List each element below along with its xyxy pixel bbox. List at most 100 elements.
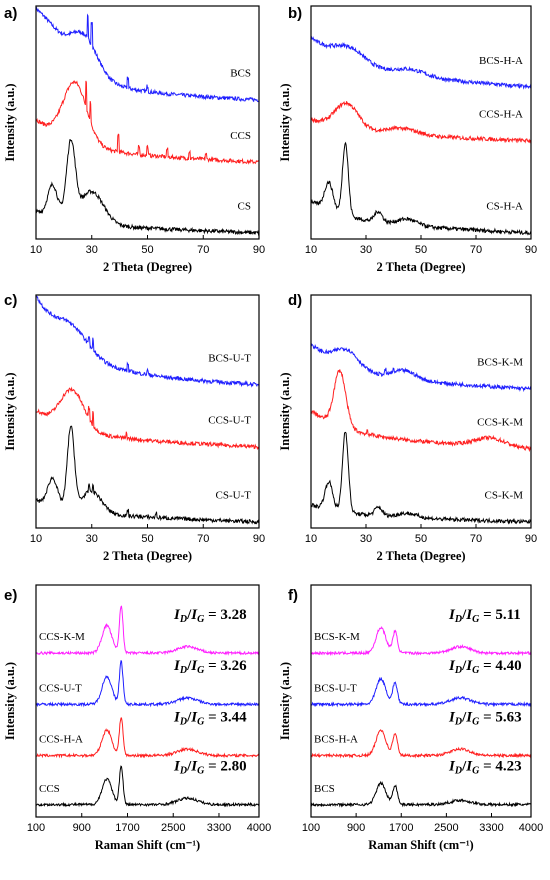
series-label: CCS-K-M <box>477 417 523 429</box>
x-tick-label: 100 <box>302 822 320 834</box>
x-tick-label: 30 <box>360 533 372 545</box>
series-line-cs <box>35 139 260 237</box>
panel-b: BCS-H-A CCS-H-A CS-H-A 10 30 50 70 90 2 Theta (D… <box>278 5 537 274</box>
x-tick-label: 30 <box>360 244 372 256</box>
x-tick-label: 70 <box>470 244 482 256</box>
ratio-label: ID/IG = 5.11 <box>448 607 521 625</box>
panel-f: BCS-K-M ID/IG = 5.11 BCS-U-T ID/IG = 4.40 BC… <box>278 584 543 852</box>
panel-letter: a) <box>4 5 17 22</box>
x-tick-label: 50 <box>415 533 427 545</box>
x-axis-title: 2 Theta (Degree) <box>103 260 192 274</box>
ratio-value: = 2.80 <box>204 758 246 774</box>
x-tick-label: 10 <box>30 244 42 256</box>
series-label: BCS <box>230 68 251 80</box>
y-axis-title: Intensity (a.u.) <box>278 662 292 740</box>
series-label: CCS-U-T <box>208 415 251 427</box>
x-tick-label: 10 <box>305 533 317 545</box>
x-tick-label: 2500 <box>434 822 458 834</box>
panel-letter: c) <box>4 292 17 309</box>
series-line-ccs <box>35 80 260 165</box>
panel-letter: e) <box>4 587 17 604</box>
ratio-value: = 5.63 <box>479 709 521 725</box>
x-tick-label: 30 <box>86 533 98 545</box>
ratio-value: = 3.28 <box>204 607 246 623</box>
x-tick-label: 3300 <box>479 822 503 834</box>
series-line-bcs <box>35 7 260 103</box>
x-tick-label: 2500 <box>161 822 185 834</box>
x-axis-title: Raman Shift (cm⁻¹) <box>95 838 200 852</box>
panel-a: BCS CCS CS 10 30 50 70 90 2 Theta (Degree) Intens… <box>3 5 265 274</box>
ratio-label: ID/IG = 4.23 <box>448 758 522 776</box>
x-tick-label: 4000 <box>247 822 271 834</box>
series-line-ccs-k-m <box>310 369 532 453</box>
ratio-label: ID/IG = 5.63 <box>448 709 522 727</box>
series-line-bcs-u-t <box>310 676 532 708</box>
x-tick-label: 90 <box>525 533 537 545</box>
ratio-value: = 5.11 <box>479 607 520 623</box>
series-line-bcs-h-a <box>310 729 532 759</box>
x-tick-label: 50 <box>141 533 153 545</box>
x-axis-title: Raman Shift (cm⁻¹) <box>368 838 473 852</box>
series-label: CS-U-T <box>216 490 252 502</box>
y-axis-title: Intensity (a.u.) <box>278 372 292 450</box>
x-axis-title: 2 Theta (Degree) <box>376 260 465 274</box>
x-tick-label: 10 <box>305 244 317 256</box>
ratio-value: = 4.23 <box>479 758 521 774</box>
x-tick-label: 30 <box>86 244 98 256</box>
series-label: BCS-U-T <box>314 682 357 694</box>
series-label: BCS <box>314 783 335 795</box>
series-label: CCS-H-A <box>39 734 83 746</box>
series-line-bcs-h-a <box>310 35 532 90</box>
x-tick-label: 900 <box>347 822 365 834</box>
series-label: BCS-U-T <box>208 352 251 364</box>
x-axis-title: 2 Theta (Degree) <box>103 549 192 563</box>
x-tick-label: 70 <box>470 533 482 545</box>
ratio-label: ID/IG = 2.80 <box>173 758 247 776</box>
series-line-ccs-h-a <box>310 101 532 144</box>
x-tick-label: 10 <box>30 533 42 545</box>
x-tick-label: 50 <box>141 244 153 256</box>
series-line-ccs-u-t <box>36 386 260 451</box>
series-line-bcs-u-t <box>35 295 260 388</box>
x-tick-label: 90 <box>253 244 265 256</box>
plot-frame <box>35 5 260 240</box>
series-label: CS-K-M <box>484 490 523 502</box>
ratio-label: ID/IG = 3.28 <box>173 607 247 625</box>
plot-frame <box>310 584 532 818</box>
series-label: CCS-H-A <box>479 108 523 120</box>
series-label: CS-H-A <box>486 201 523 213</box>
series-line-bcs <box>310 780 532 808</box>
x-tick-label: 50 <box>415 244 427 256</box>
x-tick-label: 1700 <box>115 822 139 834</box>
series-line-bcs-k-m <box>310 342 532 393</box>
x-tick-label: 100 <box>27 822 45 834</box>
series-line-ccs <box>35 765 260 808</box>
ratio-value: = 3.26 <box>204 658 247 674</box>
ratio-label: ID/IG = 3.44 <box>173 709 247 727</box>
y-axis-title: Intensity (a.u.) <box>278 83 292 161</box>
y-axis-title: Intensity (a.u.) <box>3 83 17 161</box>
series-line-ccs-u-t <box>35 660 260 708</box>
panel-d: BCS-K-M CCS-K-M CS-K-M 10 30 50 70 90 2 Theta (D… <box>278 292 537 563</box>
series-label: BCS-H-A <box>314 734 358 746</box>
series-line-ccs-h-a <box>36 717 260 759</box>
x-tick-label: 90 <box>525 244 537 256</box>
ratio-value: = 3.44 <box>204 709 247 725</box>
panel-c: BCS-U-T CCS-U-T CS-U-T 10 30 50 70 90 2 Theta (D… <box>3 292 265 563</box>
ratio-label: ID/IG = 4.40 <box>448 658 522 676</box>
series-label: CS <box>238 201 251 213</box>
x-axis-title: 2 Theta (Degree) <box>376 549 465 563</box>
ratio-value: = 4.40 <box>479 658 521 674</box>
panel-e: CCS-K-M ID/IG = 3.28 CCS-U-T ID/IG = 3.26 CC… <box>3 584 271 852</box>
x-tick-label: 4000 <box>519 822 543 834</box>
y-axis-title: Intensity (a.u.) <box>3 372 17 450</box>
series-label: CCS-K-M <box>39 631 85 643</box>
x-tick-label: 70 <box>197 244 209 256</box>
series-line-cs-h-a <box>310 141 532 236</box>
y-axis-title: Intensity (a.u.) <box>3 662 17 740</box>
series-label: CCS-U-T <box>39 682 82 694</box>
series-label: BCS-H-A <box>479 55 523 67</box>
series-line-cs-k-m <box>310 431 532 525</box>
x-tick-label: 1700 <box>389 822 413 834</box>
